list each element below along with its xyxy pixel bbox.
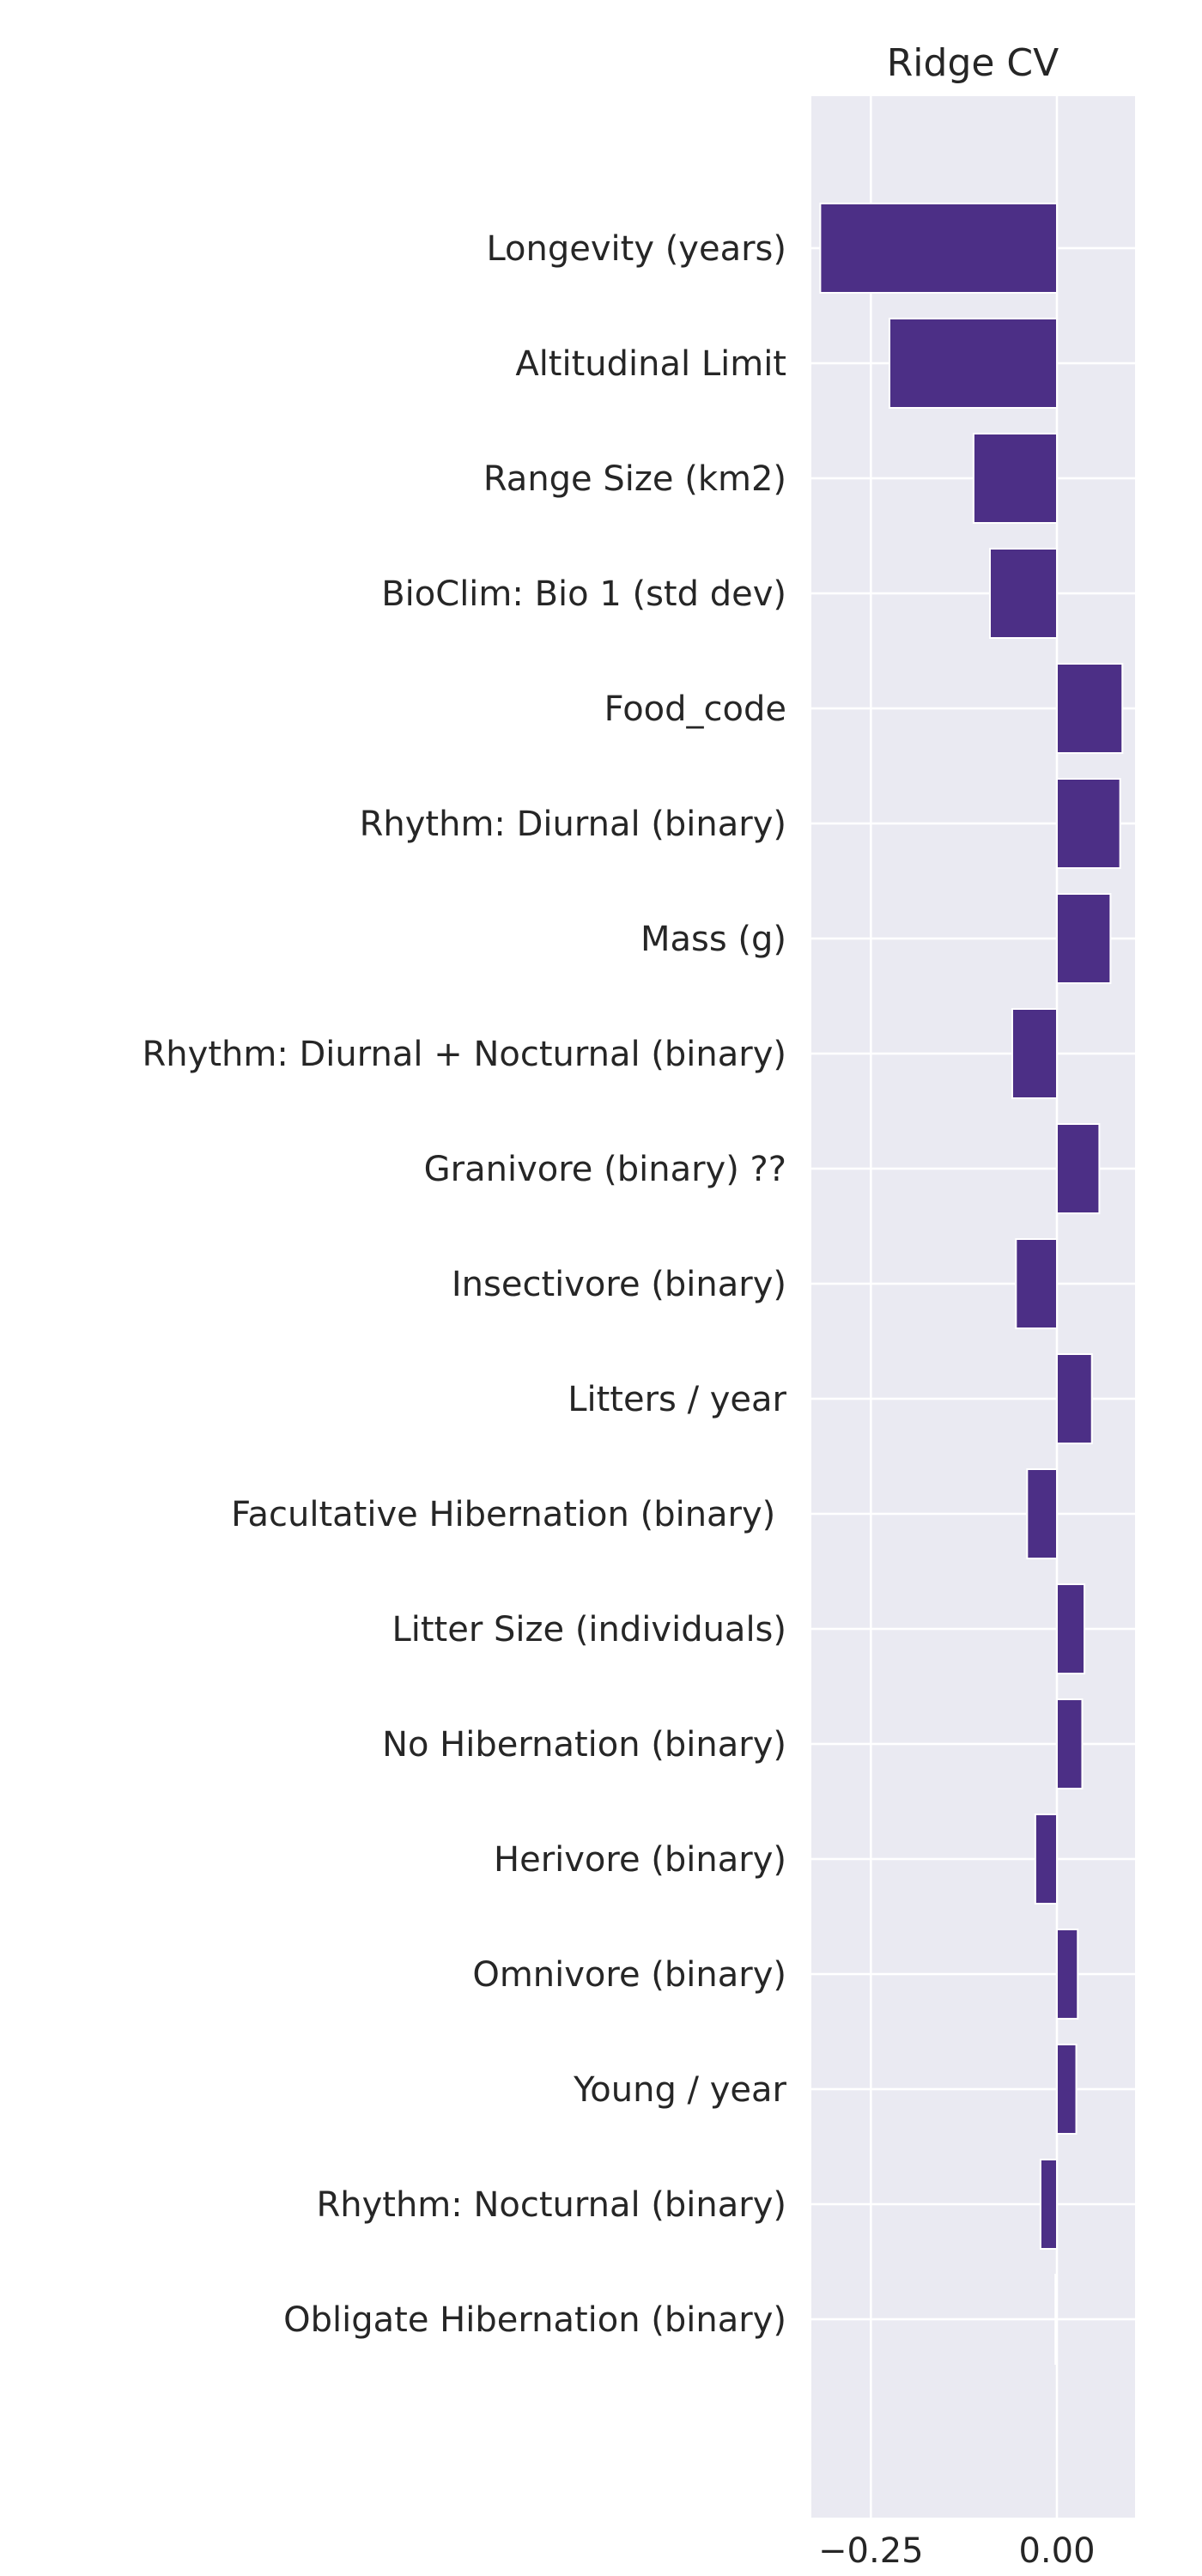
- x-tick-label: −0.25: [818, 2531, 924, 2571]
- bar: [989, 548, 1058, 639]
- bar: [1056, 1698, 1084, 1789]
- bar: [889, 318, 1058, 409]
- y-tick-label: Mass (g): [640, 920, 786, 959]
- bar: [1056, 2044, 1078, 2135]
- bar: [1056, 1929, 1079, 2020]
- bar: [1011, 1008, 1058, 1099]
- bar: [1034, 1814, 1059, 1905]
- bar: [1056, 1583, 1086, 1674]
- y-tick-label: Food_code: [604, 690, 786, 729]
- y-tick-label: Rhythm: Diurnal (binary): [360, 805, 786, 844]
- y-tick-label: Omnivore (binary): [472, 1955, 786, 1995]
- bar: [1056, 1353, 1093, 1444]
- y-tick-label: Altitudinal Limit: [515, 344, 786, 384]
- y-tick-label: Range Size (km2): [483, 459, 786, 499]
- y-tick-label: Granivore (binary) ??: [424, 1150, 786, 1189]
- bar: [819, 203, 1059, 294]
- chart-title: Ridge CV: [887, 41, 1059, 85]
- y-tick-label: No Hibernation (binary): [382, 1725, 786, 1765]
- bar: [1015, 1238, 1059, 1329]
- y-tick-label: Litters / year: [568, 1380, 786, 1419]
- bar: [1026, 1468, 1059, 1559]
- bar: [1039, 2159, 1059, 2250]
- bar: [1056, 778, 1121, 869]
- y-tick-labels: Longevity (years) Altitudinal Limit Range …: [143, 229, 787, 2340]
- bar: [1056, 1123, 1101, 1214]
- y-tick-label: Facultative Hibernation (binary): [231, 1495, 786, 1534]
- bars: [819, 203, 1124, 2365]
- y-tick-label: Rhythm: Nocturnal (binary): [316, 2185, 786, 2225]
- y-tick-label: Young / year: [573, 2070, 786, 2110]
- y-tick-label: Rhythm: Diurnal + Nocturnal (binary): [143, 1035, 787, 1074]
- bar: [1056, 893, 1112, 984]
- x-tick-label: 0.00: [1018, 2531, 1095, 2571]
- y-tick-label: Litter Size (individuals): [392, 1610, 786, 1649]
- bar: [972, 433, 1059, 524]
- y-tick-label: Insectivore (binary): [452, 1265, 786, 1304]
- x-tick-labels: −0.25 0.00: [818, 2531, 1095, 2571]
- y-tick-label: Obligate Hibernation (binary): [283, 2300, 786, 2340]
- y-tick-label: BioClim: Bio 1 (std dev): [381, 574, 786, 614]
- bar: [1054, 2274, 1059, 2365]
- bar: [1056, 663, 1124, 754]
- y-tick-label: Herivore (binary): [494, 1840, 786, 1880]
- y-tick-label: Longevity (years): [486, 229, 786, 269]
